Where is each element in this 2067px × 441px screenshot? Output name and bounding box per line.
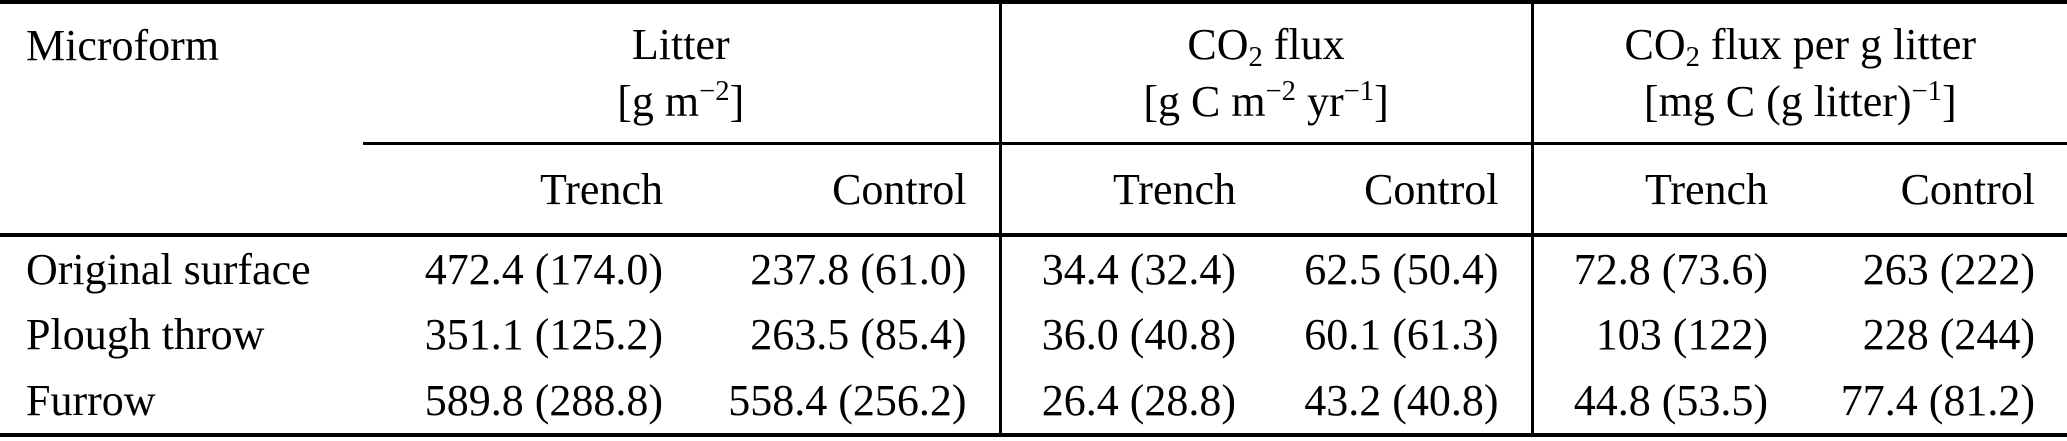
table-row-plough-throw: Plough throw 351.1 (125.2) 263.5 (85.4) … <box>0 301 2067 369</box>
cell-litter-control: 263.5 (85.4) <box>695 301 1002 369</box>
group-title-co2-flux: CO2 flux <box>1187 20 1345 74</box>
cell-per-litter-control: 228 (244) <box>1862 310 2036 360</box>
cell-per-litter-trench: 44.8 (53.5) <box>1573 376 1769 426</box>
cell-per-litter-trench: 72.8 (73.6) <box>1573 244 1769 294</box>
group-units-co2-flux: [g C m−2 yr−1] <box>1143 76 1389 126</box>
cell-co2-trench: 36.0 (40.8) <box>1041 310 1237 360</box>
cell-co2-control: 43.2 (40.8) <box>1268 368 1534 435</box>
group-header-co2-flux: CO2 flux [g C m−2 yr−1] <box>1000 2 1534 145</box>
cell-microform: Plough throw <box>26 310 265 360</box>
cell-litter-trench: 351.1 (125.2) <box>424 310 663 360</box>
group-header-row: Microform Litter [g m−2] CO2 flux [g C m… <box>0 2 2067 237</box>
cell-co2-trench: 34.4 (32.4) <box>1041 244 1237 294</box>
subcolumn-header-per-litter-trench: Trench <box>1532 143 1801 237</box>
cell-co2-control: 62.5 (50.4) <box>1268 235 1534 302</box>
cell-litter-trench: 589.8 (288.8) <box>424 376 663 426</box>
cell-per-litter-control: 77.4 (81.2) <box>1840 376 2036 426</box>
cell-microform: Original surface <box>26 244 311 294</box>
group-title-litter: Litter <box>631 20 730 69</box>
group-header-co2-flux-per-g-litter: CO2 flux per g litter [mg C (g litter)−1… <box>1532 2 2067 145</box>
subcolumn-header-co2-trench: Trench <box>1000 143 1269 237</box>
group-title-co2-flux-per-g-litter: CO2 flux per g litter <box>1624 20 1977 74</box>
group-units-co2-flux-per-g-litter: [mg C (g litter)−1] <box>1643 76 1957 126</box>
cell-co2-trench: 26.4 (28.8) <box>1041 376 1237 426</box>
cell-co2-control: 60.1 (61.3) <box>1268 301 1534 369</box>
cell-litter-control: 558.4 (256.2) <box>695 368 1002 435</box>
subcolumn-header-per-litter-control: Control <box>1800 143 2067 237</box>
subcolumn-header-co2-control: Control <box>1268 143 1534 237</box>
table-row-original-surface: Original surface 472.4 (174.0) 237.8 (61… <box>0 235 2067 302</box>
table-row-furrow: Furrow 589.8 (288.8) 558.4 (256.2) 26.4 … <box>0 368 2067 435</box>
cell-per-litter-control: 263 (222) <box>1862 244 2036 294</box>
subcolumn-header-row: Trench Control Trench Control Trench Con… <box>0 143 2067 237</box>
subcolumn-header-litter-control: Control <box>695 143 1002 237</box>
column-header-microform: Microform <box>0 2 363 237</box>
cell-microform: Furrow <box>26 376 156 426</box>
cell-per-litter-trench: 103 (122) <box>1595 310 1769 360</box>
group-units-litter: [g m−2] <box>617 76 745 126</box>
subcolumn-header-litter-trench: Trench <box>363 143 695 237</box>
cell-litter-control: 237.8 (61.0) <box>695 235 1002 302</box>
group-header-litter: Litter [g m−2] <box>363 2 1002 145</box>
cell-litter-trench: 472.4 (174.0) <box>424 244 663 294</box>
